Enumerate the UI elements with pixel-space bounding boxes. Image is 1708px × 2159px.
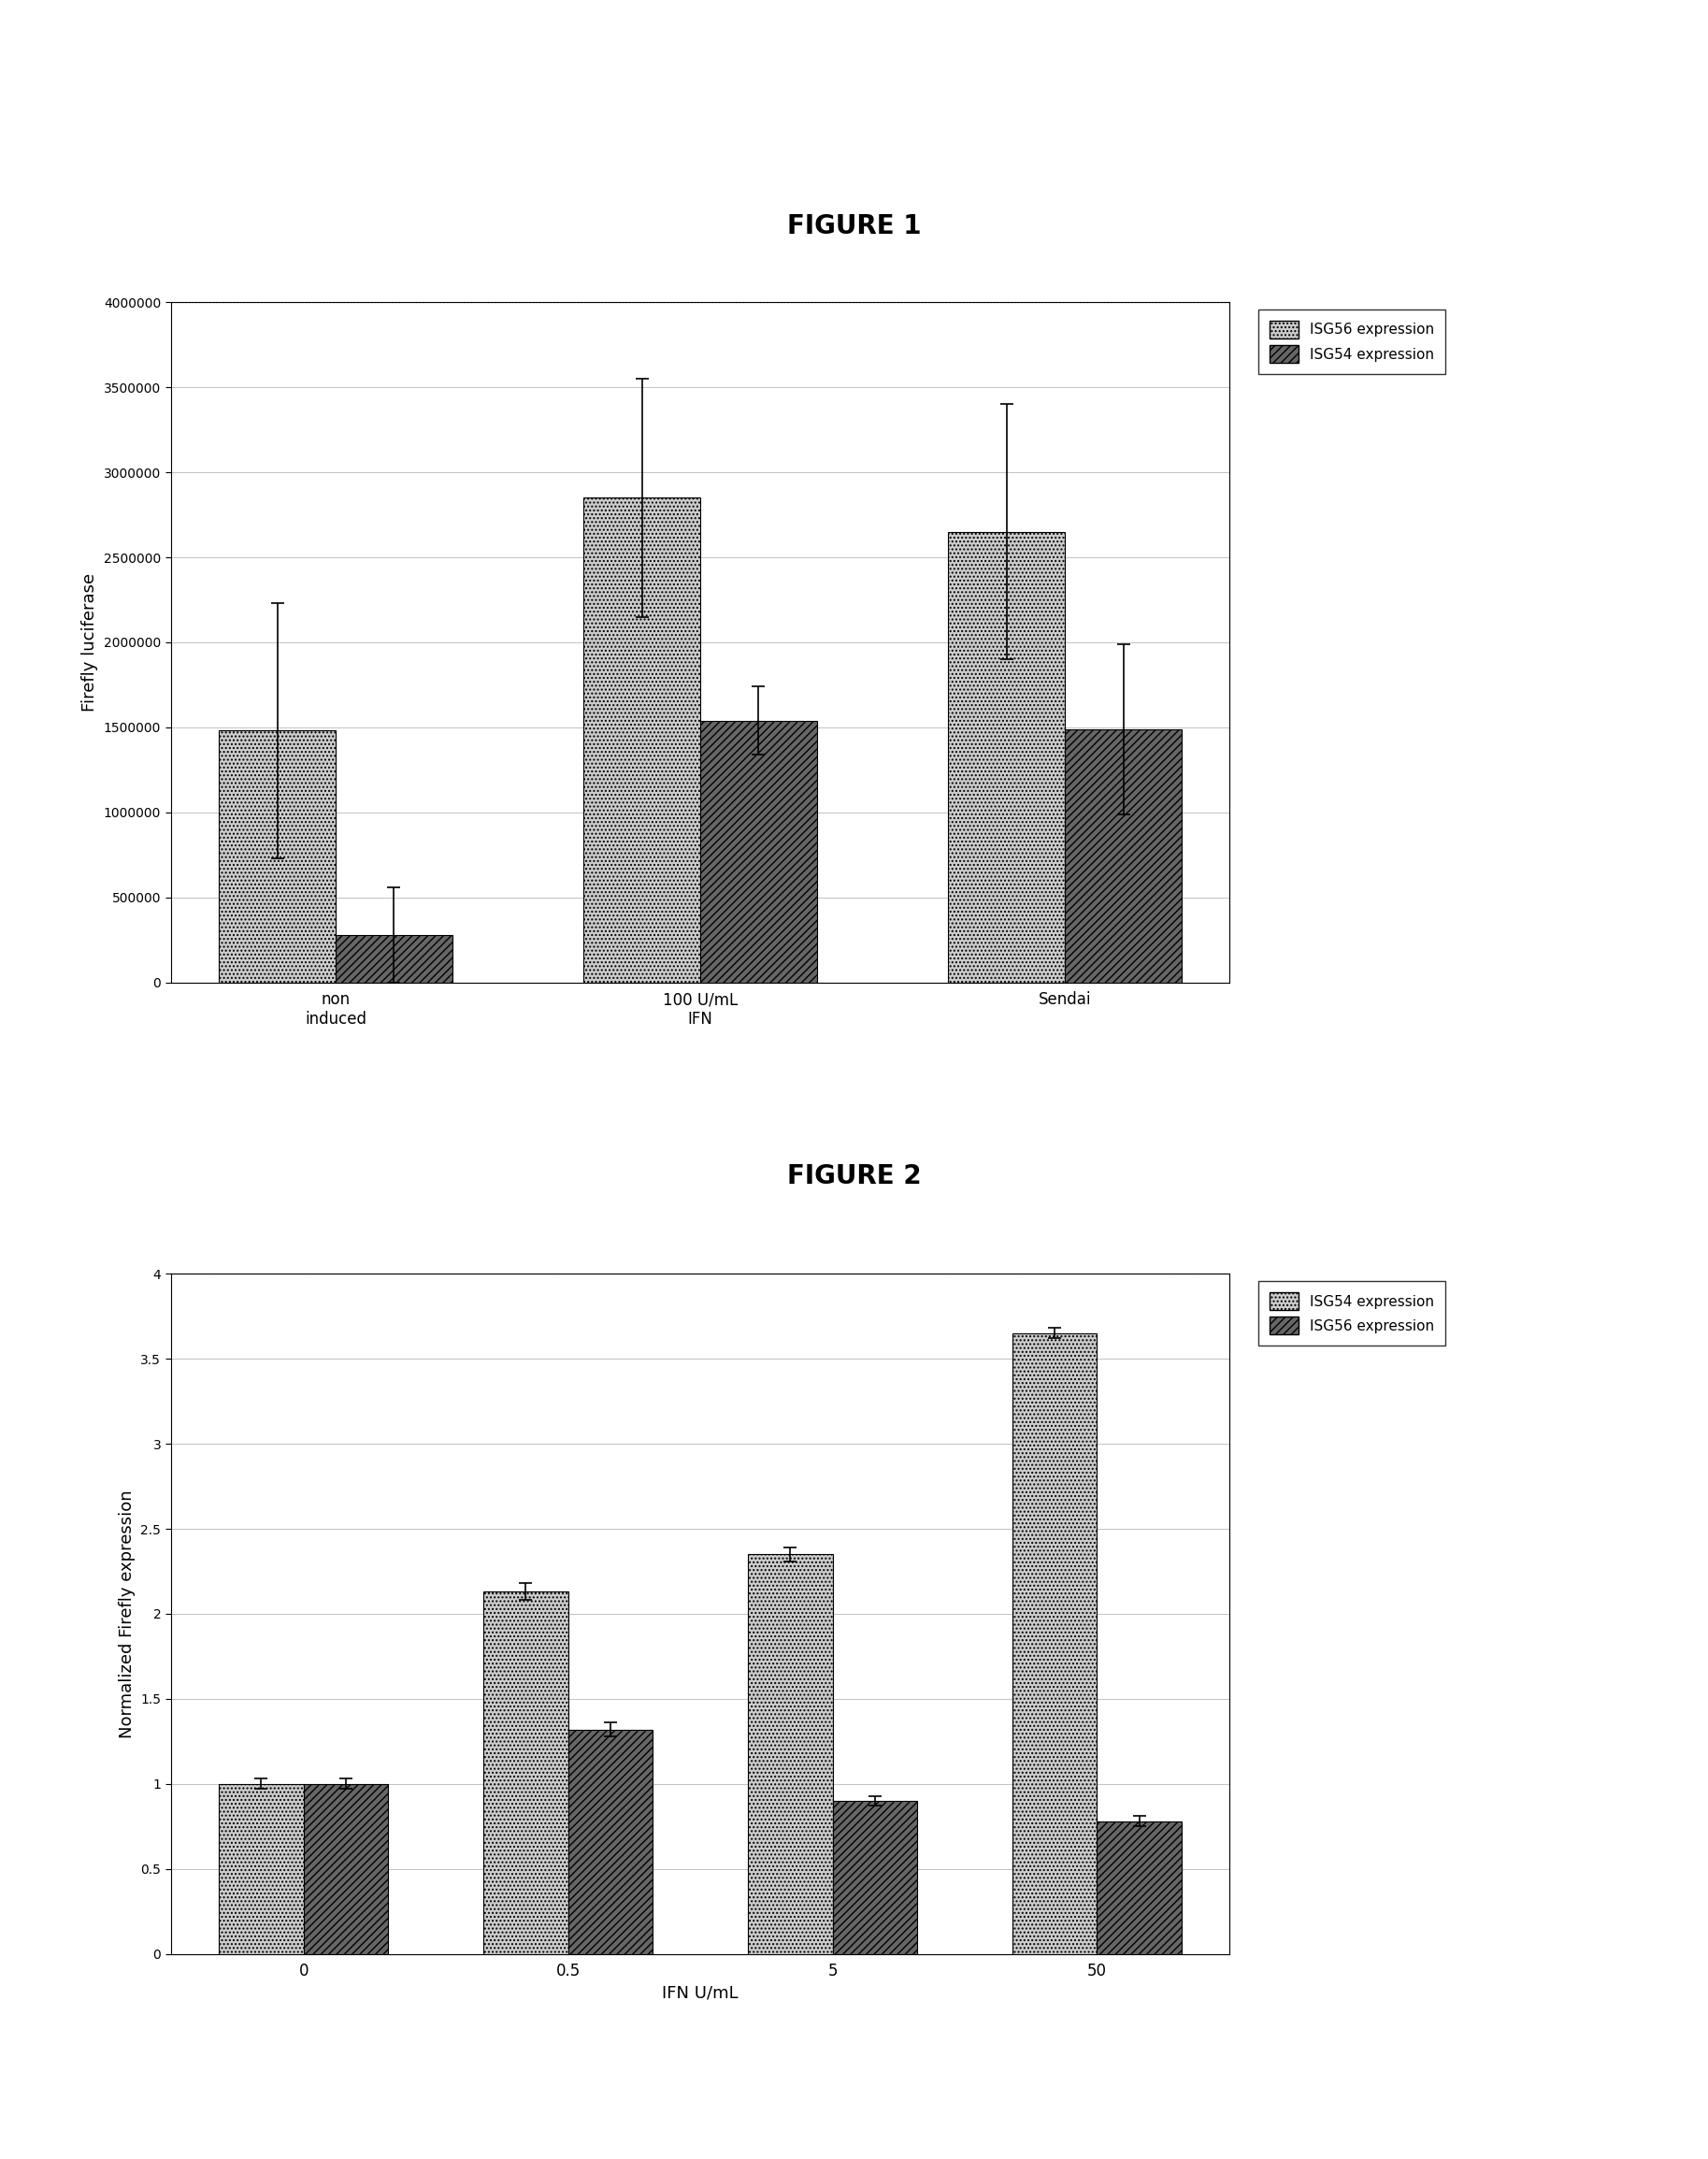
Y-axis label: Firefly luciferase: Firefly luciferase <box>82 572 99 712</box>
Bar <box>336 935 453 982</box>
Text: FIGURE 1: FIGURE 1 <box>787 214 921 240</box>
X-axis label: IFN U/mL: IFN U/mL <box>663 1984 738 2001</box>
Bar <box>700 721 816 982</box>
Bar <box>304 1783 388 1954</box>
Bar <box>219 730 336 982</box>
Legend: ISG56 expression, ISG54 expression: ISG56 expression, ISG54 expression <box>1259 309 1445 374</box>
Bar <box>219 1783 304 1954</box>
Bar <box>584 499 700 982</box>
Bar <box>832 1801 917 1954</box>
Bar <box>1097 1822 1182 1954</box>
Y-axis label: Normalized Firefly expression: Normalized Firefly expression <box>118 1490 135 1738</box>
Bar <box>483 1591 569 1954</box>
Legend: ISG54 expression, ISG56 expression: ISG54 expression, ISG56 expression <box>1259 1280 1445 1345</box>
Bar <box>948 531 1064 982</box>
Bar <box>1013 1334 1097 1954</box>
Bar <box>1064 730 1182 982</box>
Bar <box>748 1554 832 1954</box>
Bar <box>569 1729 652 1954</box>
Text: FIGURE 2: FIGURE 2 <box>787 1164 921 1190</box>
